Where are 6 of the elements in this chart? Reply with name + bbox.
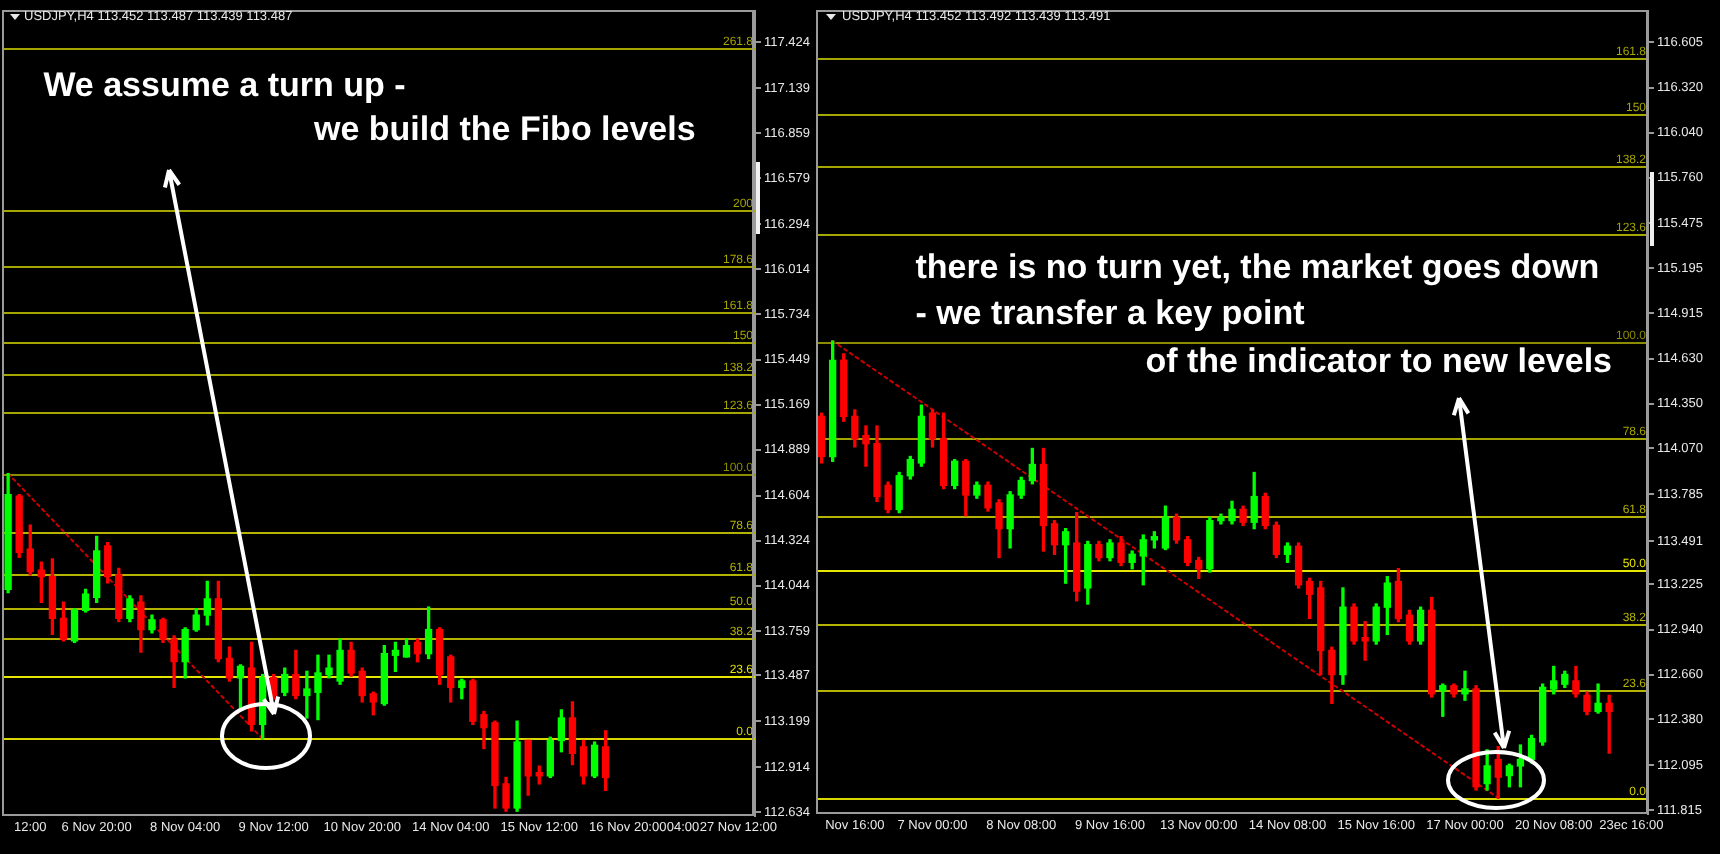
annotation: we build the Fibo levels — [314, 110, 696, 150]
annotation: We assume a turn up - — [43, 66, 406, 106]
annotation: - we transfer a key point — [915, 294, 1305, 334]
annotation: there is no turn yet, the market goes down — [915, 248, 1600, 288]
annotation: of the indicator to new levels — [1145, 342, 1613, 382]
candlestick — [1461, 670, 1469, 701]
